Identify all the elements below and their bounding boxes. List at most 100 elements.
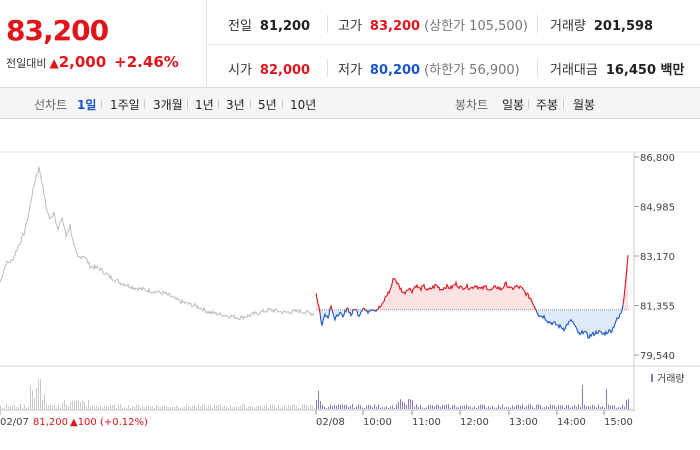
time-tick-label: 13:00 xyxy=(509,417,538,428)
prev-volume-bar xyxy=(306,404,307,409)
volume-bar xyxy=(550,404,551,409)
volume-bar xyxy=(478,405,479,409)
prev-volume-bar xyxy=(160,407,161,409)
tab-1week[interactable]: 1주일 xyxy=(110,98,140,112)
prev-volume-bar xyxy=(302,404,303,409)
volume-bar xyxy=(494,407,495,409)
stock-header: 83,200 전일대비 ▲2,000 +2.46% 전일 81,200 고가 83,20… xyxy=(0,0,700,88)
prev-volume-bar xyxy=(46,404,47,409)
tab-daily-candle[interactable]: 일봉 xyxy=(502,98,525,112)
prev-volume-bar xyxy=(298,407,299,409)
volume-bar xyxy=(522,404,523,409)
volume-bar xyxy=(566,404,567,409)
volume-bar xyxy=(408,399,409,409)
prev-volume-bar xyxy=(168,407,169,409)
prev-volume-bar xyxy=(32,390,33,409)
prev-volume-bar xyxy=(88,399,89,409)
prev-volume-bar xyxy=(260,405,261,409)
prev-volume-bar xyxy=(106,406,107,409)
up-segment xyxy=(346,307,350,314)
prev-volume-bar xyxy=(172,406,173,409)
up-segment xyxy=(372,309,375,312)
volume-bar xyxy=(554,405,555,409)
volume-bar xyxy=(622,404,623,409)
prev-day-close: 81,200 xyxy=(33,417,68,428)
prev-volume-bar xyxy=(132,406,133,409)
high-label: 고가 xyxy=(338,19,362,34)
prev-volume-bar xyxy=(288,405,289,409)
prev-volume-bar xyxy=(232,407,233,409)
info-divider xyxy=(327,15,328,33)
prev-volume-bar xyxy=(188,406,189,409)
chart-period-tabs: 선차트 1일 1주일 3개월 1년 3년 5년 10년 봉차트 일봉 주봉 월봉 xyxy=(0,88,700,119)
tab-divider xyxy=(218,99,219,109)
volume-bar xyxy=(618,406,619,409)
prev-close-cell: 전일 81,200 xyxy=(228,15,310,34)
volume-bar xyxy=(316,399,317,409)
tab-monthly-candle[interactable]: 월봉 xyxy=(573,98,596,112)
volume-bar xyxy=(394,407,395,409)
volume-bar xyxy=(442,404,443,409)
volume-bar xyxy=(572,406,573,409)
trade-value-label: 거래대금 xyxy=(550,63,598,78)
prev-volume-bar xyxy=(54,404,55,409)
prev-volume-bar xyxy=(114,404,115,409)
prev-volume-bar xyxy=(44,394,45,409)
prev-volume-bar xyxy=(294,404,295,409)
prev-volume-bar xyxy=(182,407,183,409)
tab-1year[interactable]: 1년 xyxy=(195,98,214,112)
volume-bar xyxy=(604,407,605,409)
prev-volume-bar xyxy=(6,404,7,409)
prev-volume-bar xyxy=(234,406,235,409)
prev-volume-bar xyxy=(98,406,99,409)
prev-volume-bar xyxy=(220,404,221,409)
prev-volume-bar xyxy=(70,401,71,409)
prev-volume-bar xyxy=(42,400,43,409)
volume-bar xyxy=(576,406,577,409)
tab-divider xyxy=(563,99,564,109)
prev-volume-bar xyxy=(52,405,53,409)
volume-bar xyxy=(446,404,447,409)
time-tick-label: 12:00 xyxy=(460,417,489,428)
volume-bar xyxy=(530,404,531,409)
prev-volume-bar xyxy=(14,404,15,409)
prev-volume-bar xyxy=(108,406,109,409)
volume-bar xyxy=(444,405,445,409)
volume-bar xyxy=(476,407,477,409)
tab-3year[interactable]: 3년 xyxy=(226,98,245,112)
volume-bar xyxy=(496,407,497,409)
tab-weekly-candle[interactable]: 주봉 xyxy=(536,98,559,112)
volume-bar xyxy=(398,401,399,409)
prev-volume-bar xyxy=(292,404,293,409)
time-tick-label: 02/08 xyxy=(316,417,345,428)
prev-volume-bar xyxy=(250,405,251,409)
tab-3month[interactable]: 3개월 xyxy=(153,98,183,112)
volume-bar xyxy=(422,407,423,409)
volume-bar xyxy=(546,405,547,409)
volume-bar xyxy=(612,405,613,409)
volume-bar xyxy=(416,404,417,409)
prev-volume-bar xyxy=(296,406,297,409)
prev-volume-bar xyxy=(240,405,241,409)
volume-bar xyxy=(480,404,481,409)
price-tick-label: 79,540 xyxy=(640,351,675,362)
change-label: 전일대비 xyxy=(6,57,47,70)
info-divider xyxy=(537,59,538,77)
volume-bar xyxy=(436,404,437,409)
tab-1day[interactable]: 1일 xyxy=(77,98,97,112)
intraday-chart[interactable]: 86,800 84,985 83,170 81,355 79,540 02/08 10:0… xyxy=(0,119,700,450)
tab-10year[interactable]: 10년 xyxy=(290,98,317,112)
prev-close-value: 81,200 xyxy=(259,19,311,34)
prev-volume-bar xyxy=(204,404,205,409)
volume-bar xyxy=(490,407,491,409)
tab-5year[interactable]: 5년 xyxy=(258,98,277,112)
volume-bar xyxy=(424,407,425,409)
volume-bar xyxy=(392,405,393,409)
volume-bar xyxy=(474,406,475,409)
prev-volume-bar xyxy=(8,406,9,409)
volume-bar xyxy=(560,405,561,409)
volume-bar xyxy=(362,407,363,409)
low-value: 80,200 xyxy=(369,63,421,78)
volume-bar xyxy=(350,405,351,409)
volume-bar xyxy=(454,405,455,409)
